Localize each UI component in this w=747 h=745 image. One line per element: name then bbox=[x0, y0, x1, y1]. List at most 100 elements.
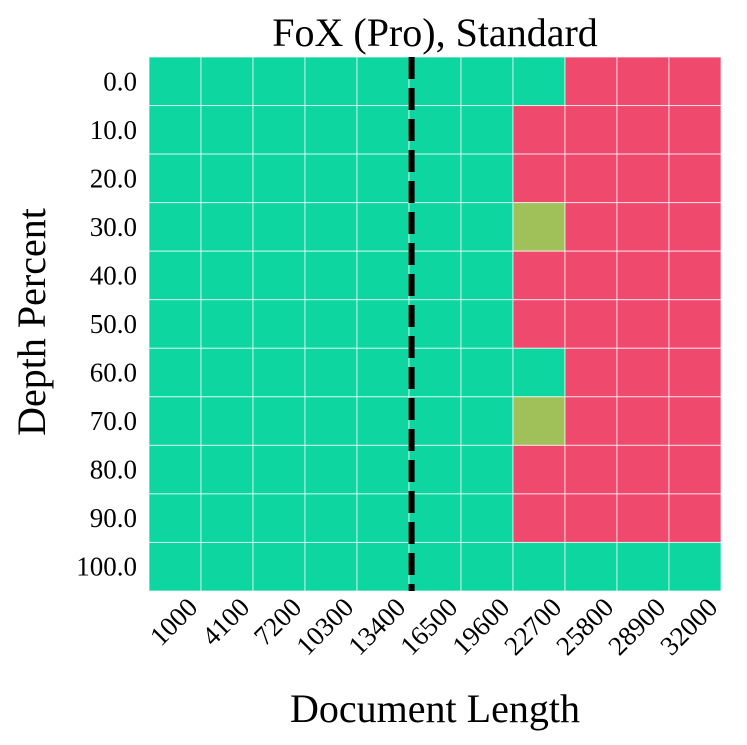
x-tick-label: 13400 bbox=[342, 592, 411, 661]
heatmap-cell bbox=[512, 202, 566, 252]
heatmap-cell bbox=[200, 153, 254, 204]
y-tick-label: 80.0 bbox=[90, 455, 137, 485]
heatmap-cell bbox=[668, 396, 722, 446]
heatmap-cell bbox=[616, 541, 670, 592]
y-tick-label: 90.0 bbox=[90, 503, 137, 533]
heatmap-cell bbox=[304, 56, 358, 107]
heatmap-cell bbox=[304, 444, 358, 495]
heatmap-cell bbox=[304, 202, 358, 252]
heatmap-cell bbox=[408, 396, 462, 446]
heatmap-cell bbox=[408, 493, 462, 543]
x-tick-label: 16500 bbox=[394, 592, 463, 661]
heatmap-cell bbox=[668, 105, 722, 155]
heatmap-cell bbox=[460, 347, 514, 398]
y-tick-label: 40.0 bbox=[90, 260, 137, 290]
heatmap-cell bbox=[408, 250, 462, 301]
heatmap-cell bbox=[616, 396, 670, 446]
heatmap-cell bbox=[616, 153, 670, 204]
heatmap-cell bbox=[512, 541, 566, 592]
heatmap-cell bbox=[200, 105, 254, 155]
heatmap-cell bbox=[408, 202, 462, 252]
heatmap-cell bbox=[200, 202, 254, 252]
heatmap-cell bbox=[564, 56, 618, 107]
heatmap-cell bbox=[512, 105, 566, 155]
heatmap-cell bbox=[408, 105, 462, 155]
y-axis-label: Depth Percent bbox=[9, 208, 54, 436]
heatmap-cell bbox=[512, 250, 566, 301]
chart-title: FoX (Pro), Standard bbox=[272, 10, 598, 55]
y-tick-label: 0.0 bbox=[103, 66, 137, 96]
heatmap-cell bbox=[460, 493, 514, 543]
y-tick-label: 20.0 bbox=[90, 163, 137, 193]
heatmap-cell bbox=[616, 105, 670, 155]
heatmap-cell bbox=[304, 493, 358, 543]
heatmap-cell bbox=[356, 153, 410, 204]
heatmap-cell bbox=[148, 444, 202, 495]
heatmap-cell bbox=[564, 493, 618, 543]
heatmap-cell bbox=[252, 347, 306, 398]
heatmap-cell bbox=[252, 105, 306, 155]
heatmap-cell bbox=[252, 396, 306, 446]
x-tick-label: 28900 bbox=[602, 592, 671, 661]
heatmap-cell bbox=[564, 541, 618, 592]
heatmap-cell bbox=[460, 541, 514, 592]
heatmap-cell bbox=[148, 105, 202, 155]
heatmap-cell bbox=[252, 202, 306, 252]
heatmap-cells bbox=[148, 56, 722, 592]
heatmap-cell bbox=[668, 347, 722, 398]
heatmap-cell bbox=[148, 299, 202, 349]
heatmap-cell bbox=[200, 347, 254, 398]
y-tick-label: 10.0 bbox=[90, 115, 137, 145]
heatmap-cell bbox=[408, 444, 462, 495]
heatmap-cell bbox=[668, 299, 722, 349]
heatmap-cell bbox=[564, 202, 618, 252]
x-tick-label: 32000 bbox=[654, 592, 723, 661]
heatmap-cell bbox=[668, 444, 722, 495]
heatmap-cell bbox=[408, 299, 462, 349]
x-axis-label: Document Length bbox=[290, 686, 580, 731]
heatmap-cell bbox=[200, 56, 254, 107]
x-tick-label: 4100 bbox=[196, 592, 255, 651]
heatmap-cell bbox=[512, 444, 566, 495]
heatmap-cell bbox=[564, 299, 618, 349]
heatmap-cell bbox=[564, 105, 618, 155]
heatmap-cell bbox=[512, 396, 566, 446]
heatmap-cell bbox=[304, 105, 358, 155]
heatmap-cell bbox=[148, 56, 202, 107]
heatmap-cell bbox=[408, 347, 462, 398]
heatmap-cell bbox=[668, 202, 722, 252]
heatmap-cell bbox=[408, 541, 462, 592]
heatmap-cell bbox=[304, 541, 358, 592]
heatmap-cell bbox=[408, 153, 462, 204]
heatmap-cell bbox=[148, 250, 202, 301]
heatmap-cell bbox=[512, 493, 566, 543]
heatmap-cell bbox=[304, 250, 358, 301]
heatmap-cell bbox=[564, 153, 618, 204]
x-tick-label: 22700 bbox=[498, 592, 567, 661]
heatmap-cell bbox=[356, 444, 410, 495]
heatmap-cell bbox=[460, 56, 514, 107]
heatmap-cell bbox=[460, 202, 514, 252]
heatmap-cell bbox=[668, 56, 722, 107]
y-tick-label: 60.0 bbox=[90, 358, 137, 388]
heatmap-cell bbox=[252, 299, 306, 349]
heatmap-cell bbox=[668, 493, 722, 543]
heatmap-cell bbox=[616, 299, 670, 349]
heatmap-cell bbox=[616, 202, 670, 252]
y-tick-label: 50.0 bbox=[90, 309, 137, 339]
heatmap-cell bbox=[200, 250, 254, 301]
heatmap-cell bbox=[668, 250, 722, 301]
heatmap-cell bbox=[148, 153, 202, 204]
heatmap-cell bbox=[564, 396, 618, 446]
heatmap-cell bbox=[668, 153, 722, 204]
heatmap-cell bbox=[356, 56, 410, 107]
heatmap-cell bbox=[564, 250, 618, 301]
heatmap-cell bbox=[460, 153, 514, 204]
heatmap-cell bbox=[460, 299, 514, 349]
heatmap-cell bbox=[460, 250, 514, 301]
x-tick-label: 10300 bbox=[290, 592, 359, 661]
heatmap-cell bbox=[616, 347, 670, 398]
heatmap-cell bbox=[512, 153, 566, 204]
heatmap-cell bbox=[460, 105, 514, 155]
heatmap-cell bbox=[200, 493, 254, 543]
